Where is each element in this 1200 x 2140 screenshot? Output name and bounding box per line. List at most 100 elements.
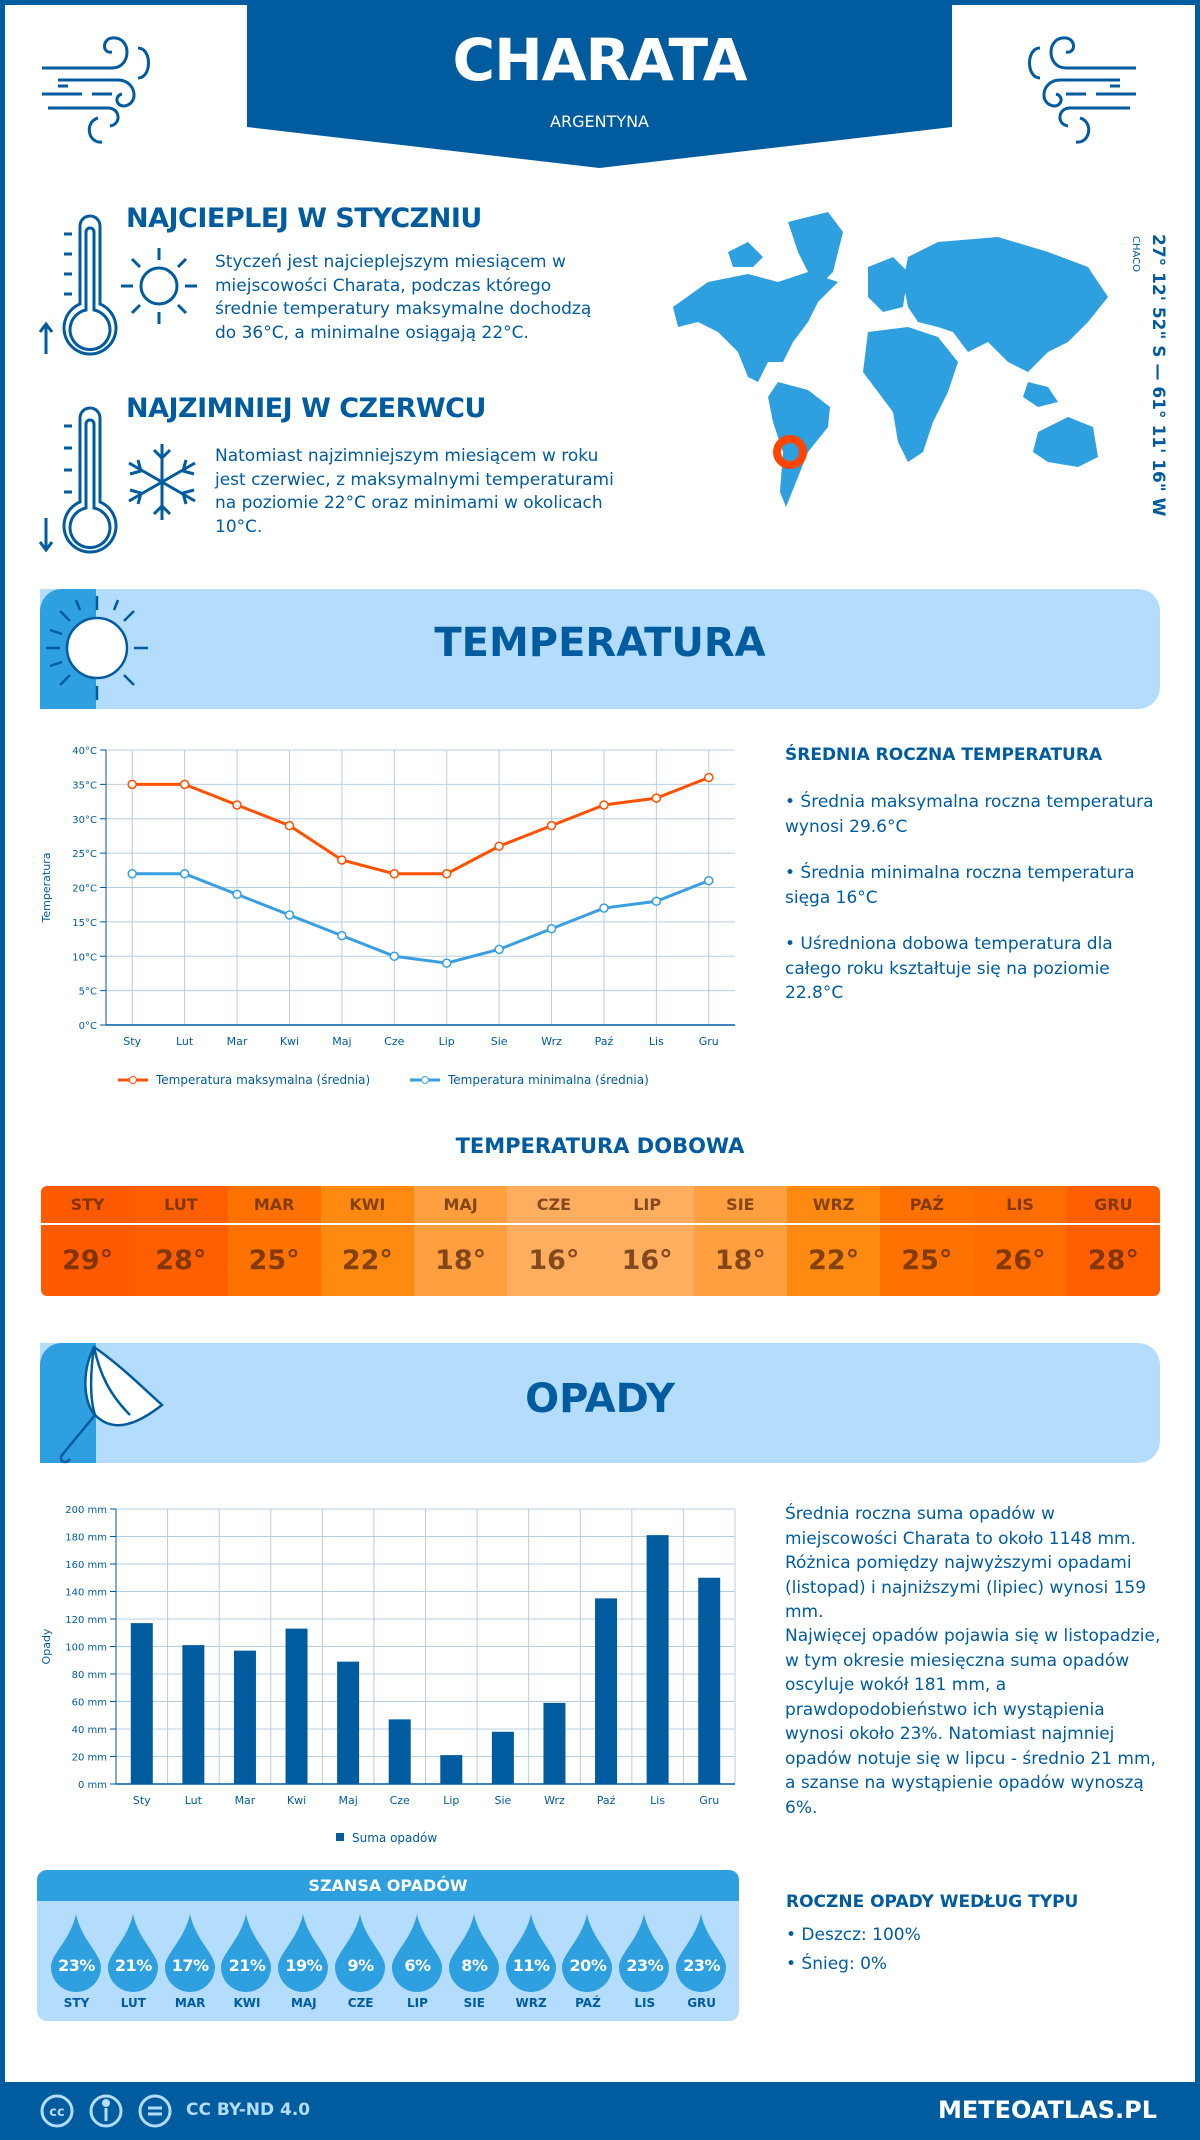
thermometer-down-icon bbox=[38, 406, 118, 554]
annual-temp-bullet: • Średnia maksymalna roczna temperatura … bbox=[785, 792, 1154, 837]
y-tick-label: 80 mm bbox=[72, 1670, 107, 1681]
daily-month: LIP bbox=[600, 1186, 694, 1225]
data-point bbox=[599, 800, 609, 810]
annual-temp-bullet: • Średnia minimalna roczna temperatura s… bbox=[785, 863, 1135, 908]
y-tick-label: 15°C bbox=[72, 918, 97, 929]
precip-chance-month: LUT bbox=[120, 1996, 146, 2010]
sun-icon bbox=[46, 596, 148, 700]
raindrop-icon bbox=[107, 1914, 158, 1992]
region-label: CHACO bbox=[1130, 236, 1141, 273]
data-point bbox=[127, 779, 137, 790]
y-tick-label: 60 mm bbox=[72, 1698, 107, 1709]
y-tick-label: 5°C bbox=[79, 987, 97, 998]
precip-chance-item: 23% STY bbox=[47, 1901, 104, 2021]
daily-temp-heading: TEMPERATURA DOBOWA bbox=[455, 1134, 745, 1158]
x-tick-label: Lip bbox=[439, 1035, 455, 1048]
raindrop-icon bbox=[391, 1914, 442, 1992]
data-point bbox=[704, 875, 714, 886]
temperature-chart: 0°C 5°C 10°C 15°C 20°C 25°C 30°C 35°C 40°C Sty Lut… bbox=[40, 746, 735, 1087]
y-tick-label: 40°C bbox=[72, 746, 97, 757]
data-point bbox=[441, 869, 452, 879]
precip-chance-month: SIE bbox=[463, 1996, 485, 2010]
legend-label: Temperatura maksymalna (średnia) bbox=[155, 1073, 370, 1087]
precip-chance-value: 21% bbox=[114, 1956, 152, 1975]
precip-chance-item: 23% GRU bbox=[672, 1901, 729, 2021]
x-tick-label: Cze bbox=[390, 1794, 410, 1807]
precip-chance-item: 8% SIE bbox=[445, 1901, 502, 2021]
precip-chance-month: PAŹ bbox=[575, 1996, 601, 2010]
daily-temp-col: LIP 16° bbox=[600, 1186, 694, 1296]
precip-chance-item: 21% LUT bbox=[104, 1901, 161, 2021]
temperature-banner bbox=[40, 589, 1160, 709]
precip-chance-month: GRU bbox=[687, 1996, 717, 2010]
x-tick-label: Sie bbox=[491, 1035, 508, 1048]
precip-bar bbox=[130, 1623, 153, 1784]
data-point bbox=[127, 869, 137, 879]
daily-temp-value: 25° bbox=[901, 1245, 953, 1276]
data-point bbox=[704, 772, 714, 783]
x-tick-label: Kwi bbox=[280, 1035, 299, 1048]
world-map bbox=[673, 212, 1108, 507]
data-point bbox=[546, 924, 557, 934]
warmest-text: Styczeń jest najcieplejszym miesiącem w … bbox=[215, 252, 592, 343]
precip-summary: Średnia roczna suma opadów w miejscowośc… bbox=[785, 1504, 1147, 1622]
x-tick-label: Sty bbox=[123, 1035, 141, 1048]
daily-temp-value: 28° bbox=[1087, 1245, 1139, 1276]
y-tick-label: 100 mm bbox=[65, 1643, 107, 1654]
precip-chance-value: 11% bbox=[512, 1956, 550, 1975]
y-tick-label: 40 mm bbox=[72, 1725, 107, 1736]
daily-temp-value: 18° bbox=[714, 1245, 766, 1276]
data-point bbox=[651, 896, 662, 906]
umbrella-icon bbox=[59, 1345, 164, 1464]
data-point bbox=[441, 958, 452, 968]
y-axis-label: Temperatura bbox=[40, 853, 53, 924]
daily-temp-value: 18° bbox=[435, 1245, 487, 1276]
precip-chance-value: 23% bbox=[626, 1956, 664, 1975]
precip-bar bbox=[543, 1702, 566, 1784]
y-tick-label: 140 mm bbox=[65, 1588, 107, 1599]
precip-chance-heading: SZANSA OPADÓW bbox=[37, 1870, 739, 1901]
header-banner bbox=[247, 0, 952, 168]
precip-bar bbox=[285, 1628, 308, 1784]
annual-temp-bullet: • Uśredniona dobowa temperatura dla całe… bbox=[785, 934, 1113, 1003]
x-tick-label: Lut bbox=[185, 1794, 203, 1807]
precip-bar bbox=[388, 1719, 411, 1784]
data-point bbox=[337, 855, 347, 865]
data-point bbox=[232, 889, 242, 900]
legend-marker bbox=[421, 1076, 429, 1084]
precip-chance-panel: SZANSA OPADÓW 23% STY 21% LUT 17% MAR 21% KWI 19… bbox=[37, 1870, 739, 2021]
y-tick-label: 0°C bbox=[79, 1021, 97, 1032]
precip-chance-value: 6% bbox=[404, 1956, 431, 1975]
data-point bbox=[232, 800, 242, 810]
daily-temp-col: CZE 16° bbox=[507, 1186, 601, 1296]
raindrop-icon bbox=[221, 1914, 272, 1992]
precipitation-banner bbox=[40, 1343, 1160, 1463]
data-point bbox=[337, 930, 347, 941]
y-tick-label: 200 mm bbox=[65, 1505, 107, 1516]
raindrop-icon bbox=[562, 1914, 613, 1992]
daily-temp-value: 25° bbox=[248, 1245, 300, 1276]
precip-chance-month: KWI bbox=[233, 1996, 261, 2010]
daily-temp-col: LIS 26° bbox=[973, 1186, 1067, 1296]
precip-chance-item: 17% MAR bbox=[161, 1901, 218, 2021]
y-tick-label: 30°C bbox=[72, 815, 97, 826]
data-point bbox=[389, 951, 400, 961]
brand-link[interactable]: METEOATLAS.PL bbox=[937, 2096, 1157, 2124]
y-tick-label: 180 mm bbox=[65, 1533, 107, 1544]
precip-chance-month: WRZ bbox=[515, 1996, 547, 2010]
daily-temp-value: 28° bbox=[155, 1245, 207, 1276]
legend-swatch bbox=[336, 1833, 344, 1841]
precip-type-snow: • Śnieg: 0% bbox=[786, 1954, 888, 1974]
daily-temp-col: MAJ 18° bbox=[414, 1186, 508, 1296]
data-point bbox=[599, 903, 609, 913]
data-point bbox=[179, 779, 190, 790]
x-tick-label: Maj bbox=[332, 1035, 351, 1048]
precip-bar bbox=[440, 1755, 463, 1784]
raindrop-icon bbox=[448, 1914, 499, 1992]
license-text: CC BY-ND 4.0 bbox=[186, 2100, 311, 2120]
location-marker bbox=[773, 435, 807, 469]
data-point bbox=[494, 841, 504, 851]
precip-bar bbox=[233, 1650, 256, 1784]
annual-temp-heading: ŚREDNIA ROCZNA TEMPERATURA bbox=[785, 745, 1103, 765]
series-line bbox=[132, 776, 710, 876]
